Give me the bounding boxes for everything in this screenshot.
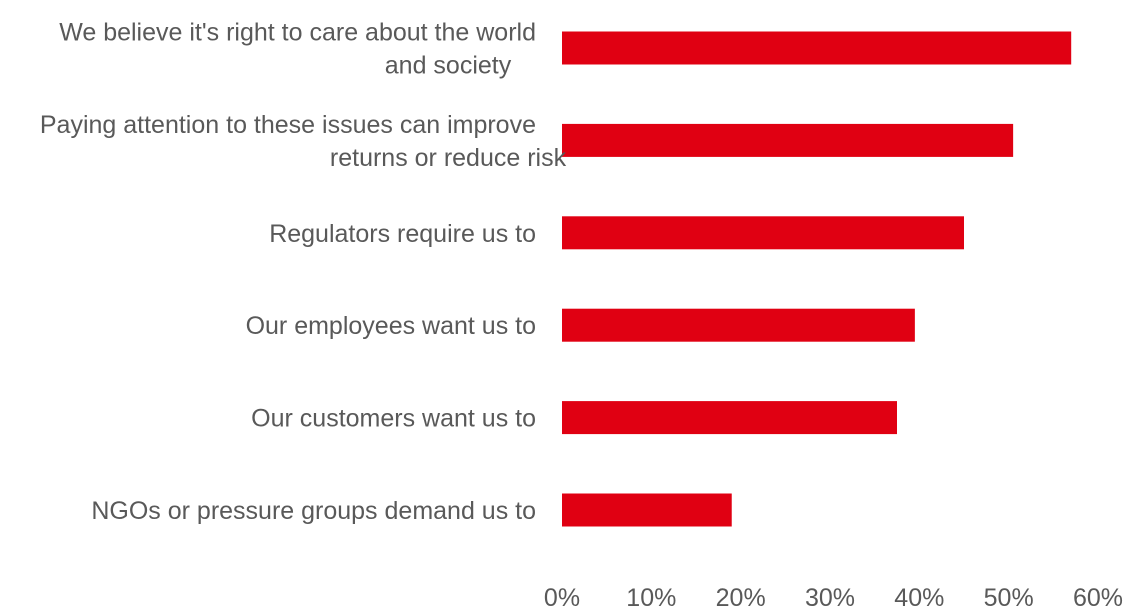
bars — [562, 32, 1071, 527]
category-label-4: Our customers want us to — [251, 405, 536, 433]
x-axis-ticks: 0% 10% 20% 30% 40% 50% 60% — [544, 584, 1123, 612]
bar-chart: We believe it's right to care about the … — [0, 0, 1134, 616]
category-label-line: Our employees want us to — [246, 312, 536, 340]
category-label-3: Our employees want us to — [246, 312, 536, 340]
category-label-line: We believe it's right to care about the … — [59, 19, 536, 47]
category-label-line: and society — [385, 52, 512, 80]
bar-5 — [562, 494, 732, 527]
x-tick-label-1: 10% — [626, 584, 676, 612]
category-label-line: Paying attention to these issues can imp… — [40, 111, 536, 139]
bar-1 — [562, 124, 1013, 157]
x-tick-label-3: 30% — [805, 584, 855, 612]
category-label-line: Regulators require us to — [269, 220, 536, 248]
x-tick-label-2: 20% — [716, 584, 766, 612]
category-label-0: We believe it's right to care about the … — [59, 19, 536, 80]
category-label-2: Regulators require us to — [269, 220, 536, 248]
x-tick-label-4: 40% — [894, 584, 944, 612]
x-tick-label-5: 50% — [984, 584, 1034, 612]
bar-4 — [562, 401, 897, 434]
bar-2 — [562, 216, 964, 249]
category-label-5: NGOs or pressure groups demand us to — [91, 497, 536, 525]
x-tick-label-6: 60% — [1073, 584, 1123, 612]
x-tick-label-0: 0% — [544, 584, 580, 612]
category-labels: We believe it's right to care about the … — [40, 19, 567, 526]
category-label-line: NGOs or pressure groups demand us to — [91, 497, 536, 525]
category-label-line: returns or reduce risk — [330, 144, 567, 172]
bar-0 — [562, 32, 1071, 65]
bar-3 — [562, 309, 915, 342]
category-label-1: Paying attention to these issues can imp… — [40, 111, 567, 172]
category-label-line: Our customers want us to — [251, 405, 536, 433]
chart: We believe it's right to care about the … — [0, 0, 1134, 616]
